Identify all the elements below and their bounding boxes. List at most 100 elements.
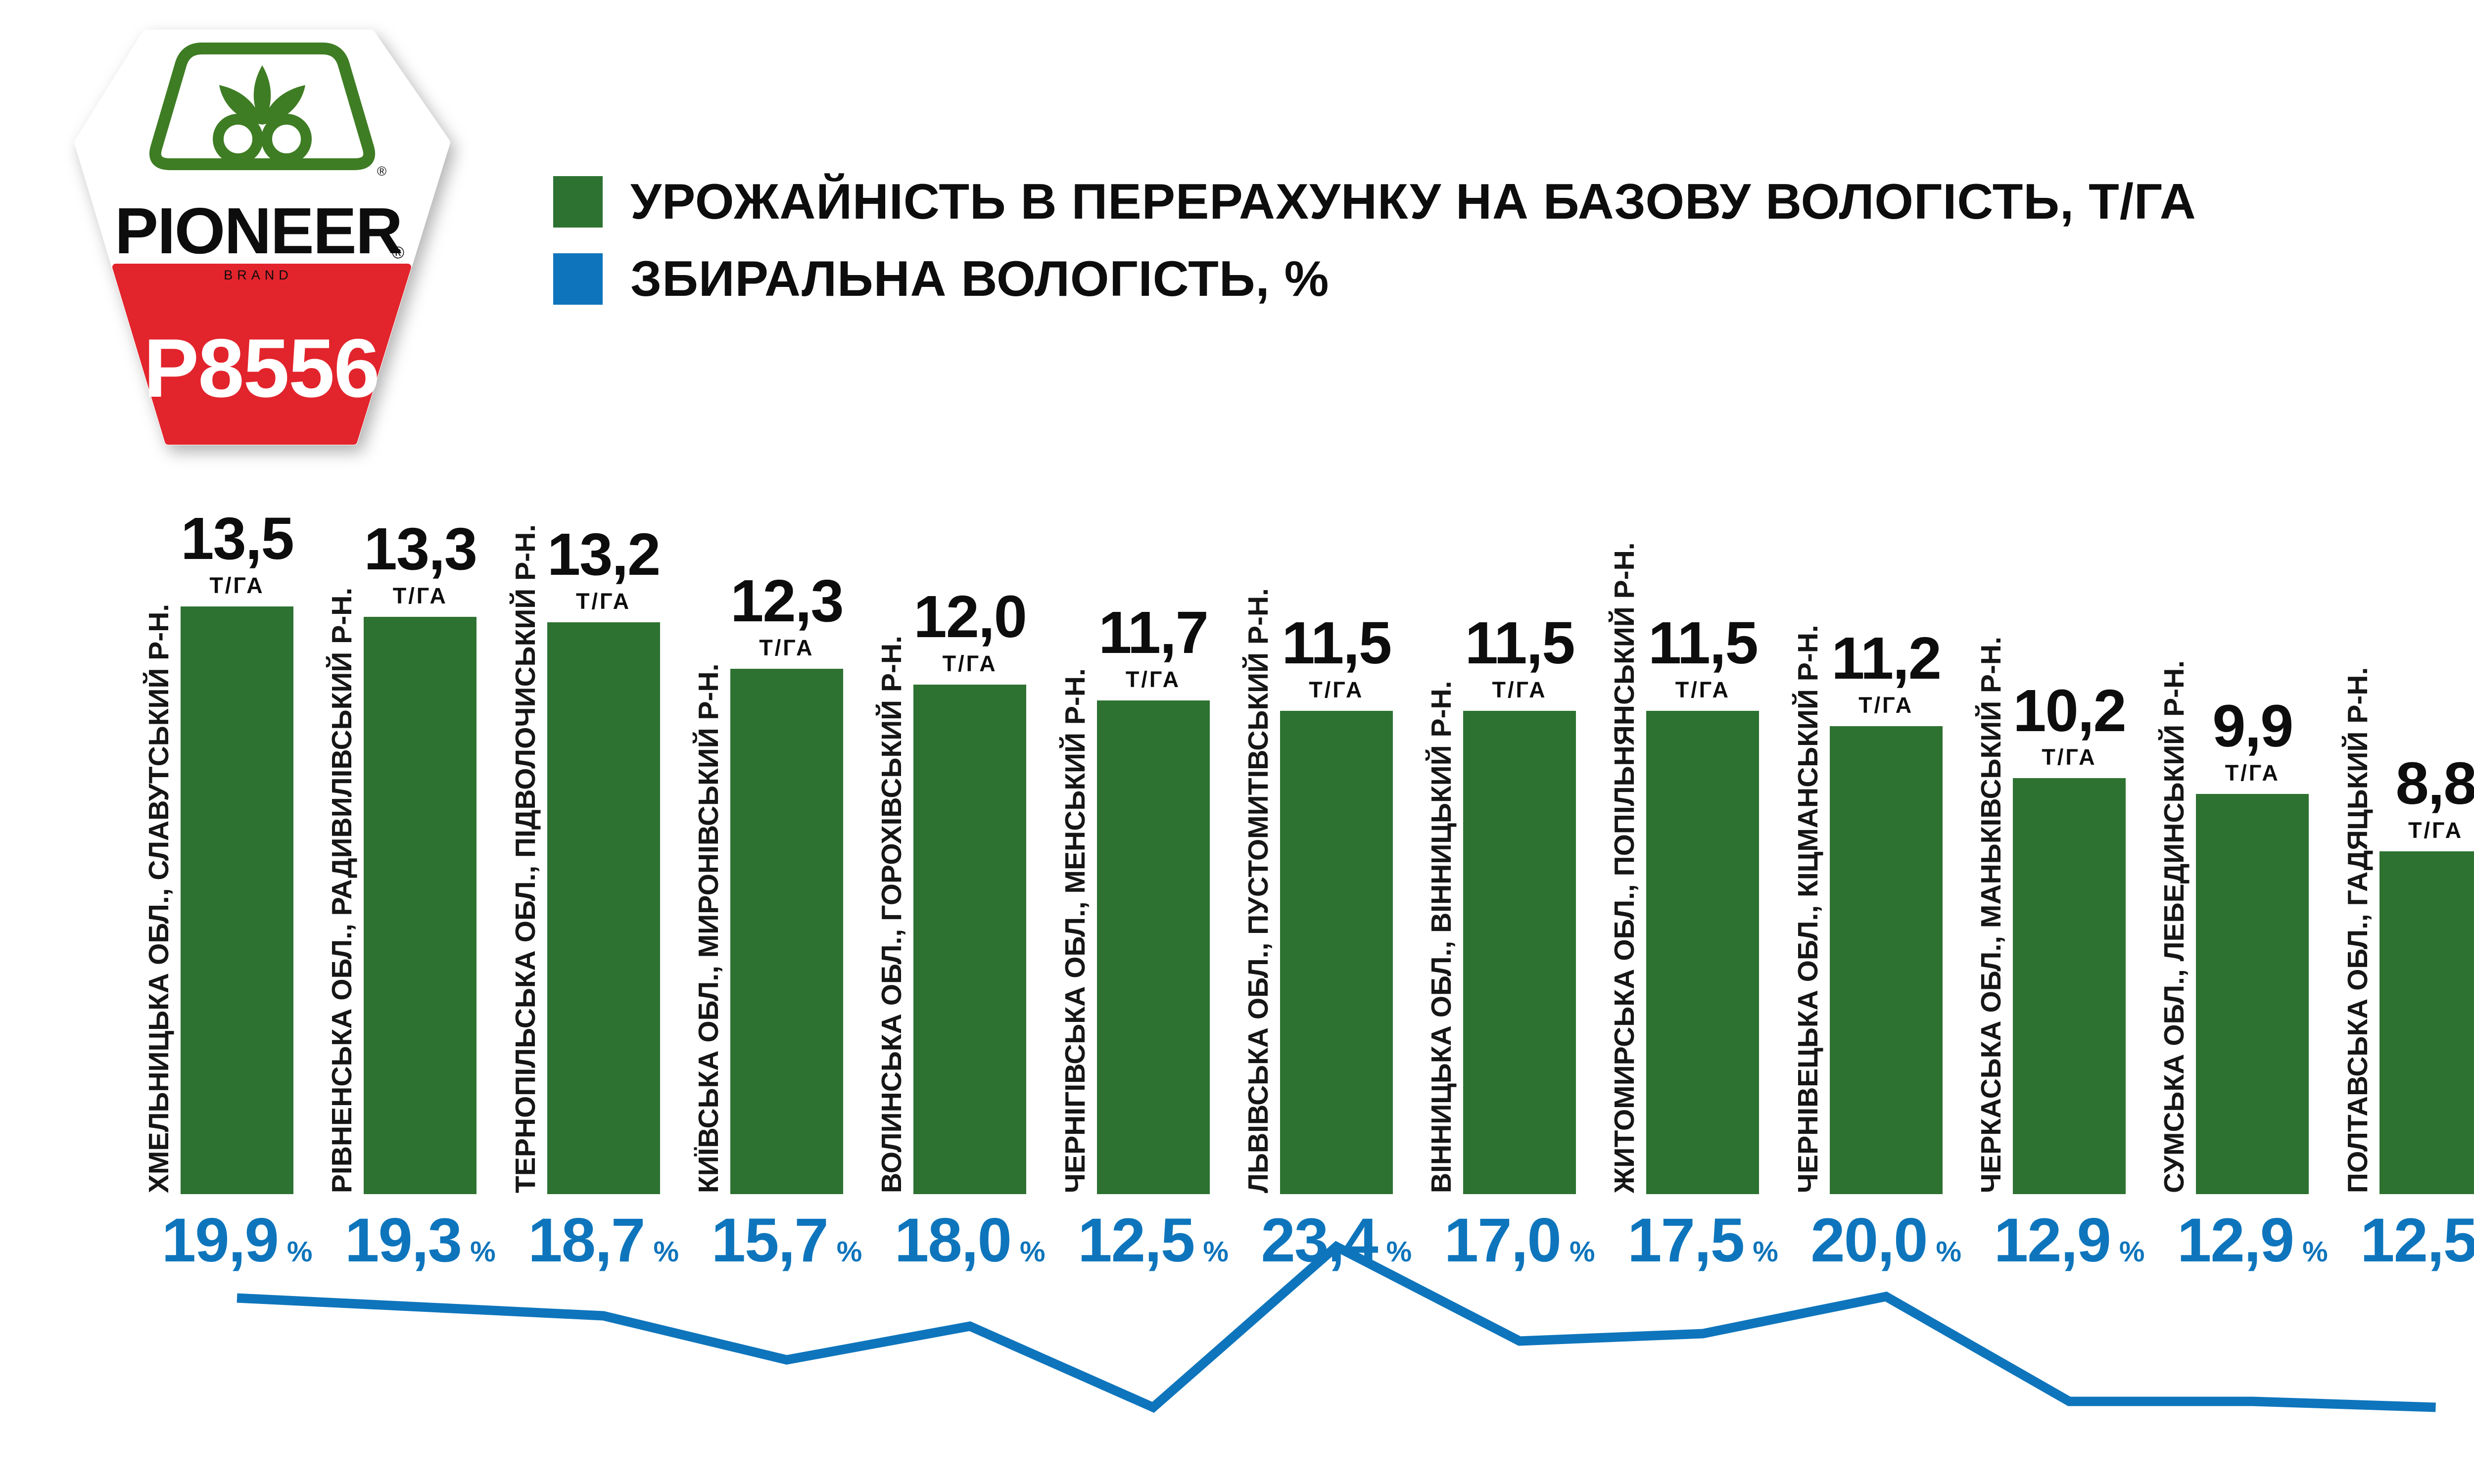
yield-value-label: 12,0 Т/ГА xyxy=(866,580,1074,677)
percent-sign: % xyxy=(286,1236,313,1268)
percent-sign: % xyxy=(836,1236,862,1268)
badge-red-band xyxy=(112,264,411,445)
yield-unit: Т/ГА xyxy=(2225,760,2280,786)
yield-unit: Т/ГА xyxy=(1675,677,1730,702)
yield-bar xyxy=(2379,851,2474,1194)
yield-bar xyxy=(181,606,293,1194)
yield-unit: Т/ГА xyxy=(576,588,631,614)
moisture-value-label: 12,5% xyxy=(2332,1205,2474,1276)
badge-brand-text: PIONEER xyxy=(115,194,402,267)
moisture-value: 17,0 xyxy=(1444,1206,1562,1275)
legend-label-yield: УРОЖАЙНІСТЬ В ПЕРЕРАХУНКУ НА БАЗОВУ ВОЛО… xyxy=(630,174,2196,230)
percent-sign: % xyxy=(1936,1236,1962,1268)
yield-value: 12,0 xyxy=(913,583,1027,650)
percent-sign: % xyxy=(653,1236,679,1268)
pioneer-badge: ® PIONEER ® BRAND P8556 xyxy=(74,30,450,445)
yield-value: 11,5 xyxy=(1465,608,1575,676)
yield-unit: Т/ГА xyxy=(1309,677,1364,702)
moisture-value: 20,0 xyxy=(1810,1206,1928,1275)
moisture-value-label: 17,0% xyxy=(1416,1205,1623,1276)
yield-value-label: 11,7 Т/ГА xyxy=(1049,596,1257,693)
moisture-line xyxy=(237,1241,2436,1413)
moisture-value-label: 18,7% xyxy=(500,1205,708,1276)
moisture-value-label: 12,5% xyxy=(1049,1205,1257,1276)
percent-sign: % xyxy=(2302,1236,2328,1268)
moisture-value: 12,5 xyxy=(1078,1206,1195,1275)
percent-sign: % xyxy=(1203,1236,1229,1268)
badge-logo-registered: ® xyxy=(377,164,386,179)
percent-sign: % xyxy=(2119,1236,2145,1268)
yield-bar xyxy=(2196,794,2309,1194)
legend-label-moisture: ЗБИРАЛЬНА ВОЛОГІСТЬ, % xyxy=(630,251,1330,307)
yield-bar xyxy=(1829,726,1943,1194)
yield-unit: Т/ГА xyxy=(209,573,265,598)
yield-value-label: 8,8 Т/ГА xyxy=(2332,746,2474,843)
moisture-value-label: 17,5% xyxy=(1599,1205,1807,1276)
badge-brand-registered: ® xyxy=(392,243,404,262)
percent-sign: % xyxy=(1386,1236,1412,1268)
yield-value: 13,3 xyxy=(364,515,478,583)
percent-sign: % xyxy=(1569,1236,1595,1268)
moisture-value: 12,5 xyxy=(2360,1206,2474,1275)
percent-sign: % xyxy=(470,1236,496,1268)
yield-unit: Т/ГА xyxy=(2408,817,2464,843)
yield-value-label: 11,5 Т/ГА xyxy=(1416,606,1623,703)
yield-bar xyxy=(913,684,1027,1194)
yield-value-label: 12,3 Т/ГА xyxy=(683,564,891,661)
moisture-value-label: 12,9% xyxy=(1965,1205,2173,1276)
moisture-value: 19,9 xyxy=(161,1206,279,1275)
yield-bar xyxy=(1096,700,1210,1194)
yield-value-label: 11,5 Т/ГА xyxy=(1233,606,1440,703)
badge-hexagon xyxy=(74,30,450,445)
yield-value-label: 10,2 Т/ГА xyxy=(1965,673,2173,770)
moisture-value: 18,7 xyxy=(528,1206,645,1275)
badge-product-code: P8556 xyxy=(143,322,379,415)
yield-unit: Т/ГА xyxy=(1492,677,1547,702)
yield-value-label: 11,2 Т/ГА xyxy=(1782,621,1990,718)
yield-bar xyxy=(364,617,477,1194)
moisture-value-label: 18,0% xyxy=(866,1205,1074,1276)
pioneer-germ-logo-icon xyxy=(149,43,375,170)
yield-value: 10,2 xyxy=(2013,676,2127,744)
yield-unit: Т/ГА xyxy=(392,583,448,609)
legend-swatch-green xyxy=(553,176,603,228)
yield-value: 9,9 xyxy=(2212,692,2293,760)
yield-value: 13,2 xyxy=(547,520,661,588)
yield-value: 11,5 xyxy=(1282,608,1392,676)
yield-value: 11,7 xyxy=(1098,598,1209,666)
yield-value: 12,3 xyxy=(730,567,844,635)
yield-value: 8,8 xyxy=(2395,749,2474,817)
percent-sign: % xyxy=(1753,1236,1778,1268)
yield-bar xyxy=(547,622,660,1194)
yield-value-label: 9,9 Т/ГА xyxy=(2148,689,2356,786)
moisture-value: 12,9 xyxy=(1994,1206,2111,1275)
badge-brand-sub: BRAND xyxy=(224,268,293,282)
legend-item-moisture: ЗБИРАЛЬНА ВОЛОГІСТЬ, % xyxy=(553,251,1330,307)
yield-unit: Т/ГА xyxy=(1858,693,1914,718)
moisture-value-label: 20,0% xyxy=(1782,1205,1990,1276)
yield-value: 11,2 xyxy=(1831,624,1942,692)
yield-value: 11,5 xyxy=(1648,608,1759,676)
moisture-value: 15,7 xyxy=(711,1206,828,1275)
yield-value: 13,5 xyxy=(181,505,294,572)
yield-bar xyxy=(1463,710,1576,1194)
percent-sign: % xyxy=(1020,1236,1046,1268)
yield-value-label: 13,5 Т/ГА xyxy=(133,502,341,599)
moisture-value: 19,3 xyxy=(344,1206,462,1275)
yield-unit: Т/ГА xyxy=(942,650,998,676)
legend-item-yield: УРОЖАЙНІСТЬ В ПЕРЕРАХУНКУ НА БАЗОВУ ВОЛО… xyxy=(553,174,2196,230)
moisture-value-label: 19,9% xyxy=(133,1205,341,1276)
moisture-value-label: 15,7% xyxy=(683,1205,891,1276)
yield-unit: Т/ГА xyxy=(2042,744,2097,770)
moisture-value: 17,5 xyxy=(1627,1206,1745,1275)
yield-value-label: 11,5 Т/ГА xyxy=(1599,606,1807,703)
yield-bar xyxy=(730,669,843,1194)
moisture-value: 18,0 xyxy=(894,1206,1012,1275)
yield-value-label: 13,2 Т/ГА xyxy=(500,517,708,614)
yield-bar xyxy=(2013,778,2126,1194)
yield-unit: Т/ГА xyxy=(1125,666,1181,692)
moisture-value-label: 19,3% xyxy=(316,1205,524,1276)
yield-bar xyxy=(1646,710,1760,1194)
